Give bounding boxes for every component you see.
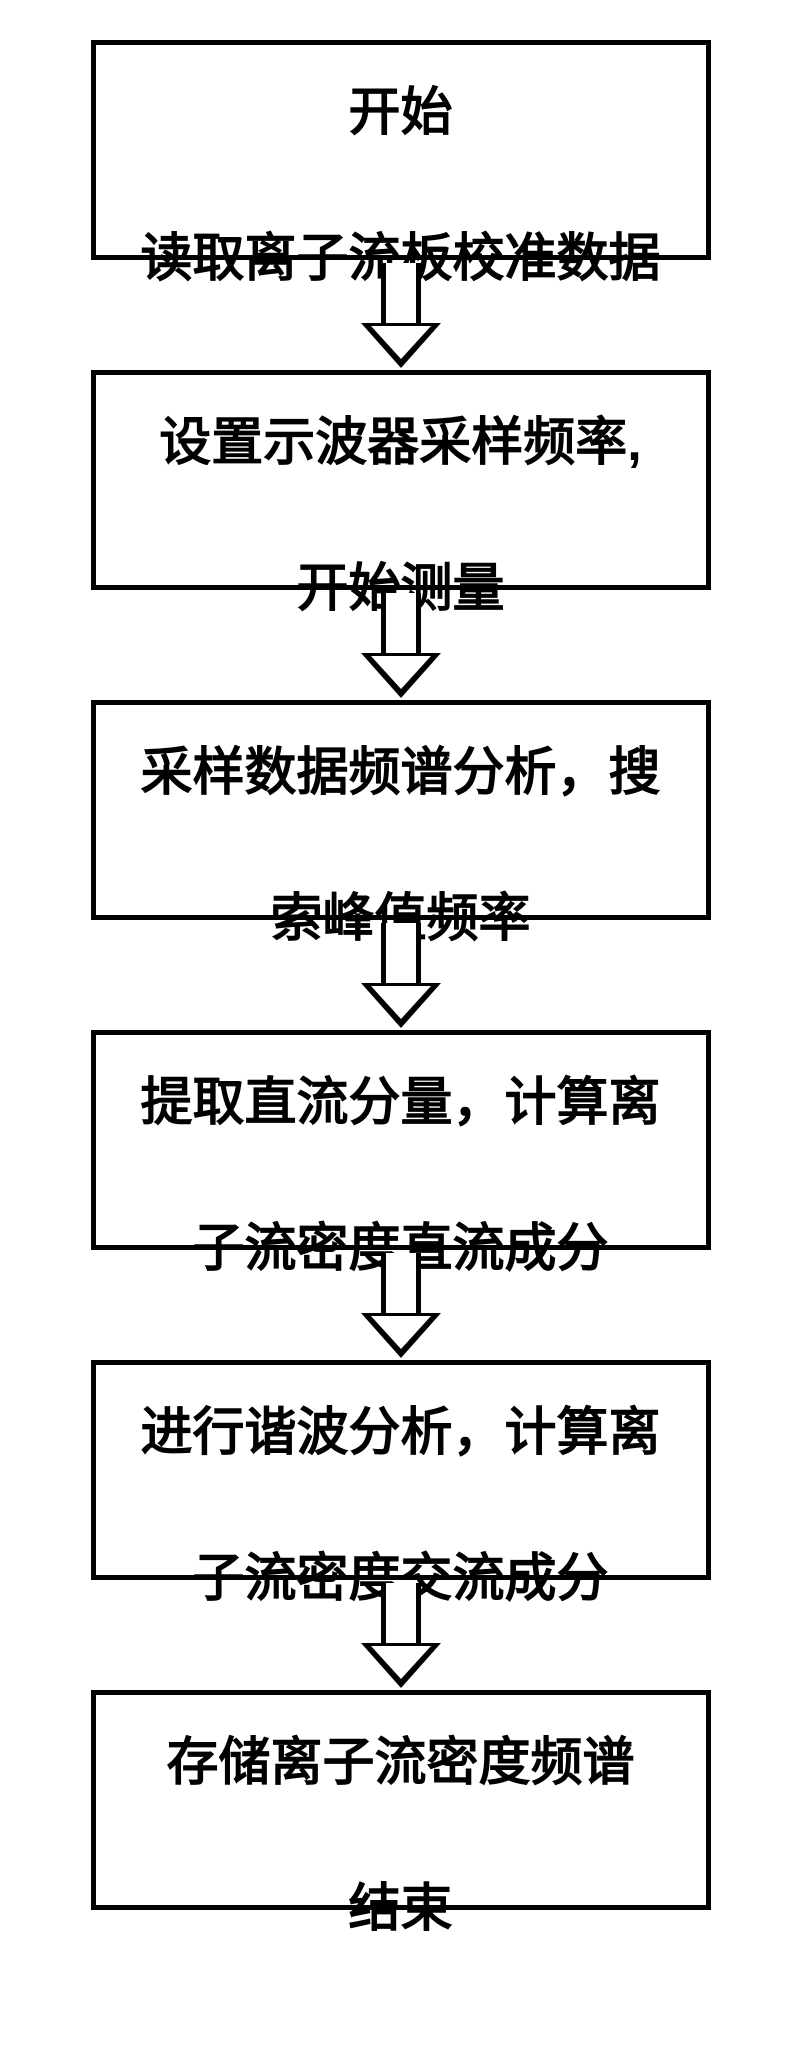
arrow-shaft bbox=[381, 1253, 421, 1313]
node-text: 开始 读取离子流板校准数据 bbox=[140, 4, 660, 295]
arrow-shaft bbox=[381, 923, 421, 983]
flowchart-container: 开始 读取离子流板校准数据 设置示波器采样频率, 开始测量 采样数据频谱分析，搜… bbox=[0, 0, 801, 1910]
node-line1: 设置示波器采样频率, bbox=[159, 414, 641, 472]
arrow-shaft bbox=[381, 263, 421, 323]
flowchart-node-start: 开始 读取离子流板校准数据 bbox=[91, 40, 711, 260]
arrow-head-icon bbox=[361, 323, 441, 368]
arrow-head-icon bbox=[361, 653, 441, 698]
node-text: 存储离子流密度频谱 结束 bbox=[166, 1654, 634, 1945]
flowchart-node-setup: 设置示波器采样频率, 开始测量 bbox=[91, 370, 711, 590]
flowchart-arrow bbox=[361, 590, 441, 700]
flowchart-node-dc: 提取直流分量，计算离 子流密度直流成分 bbox=[91, 1030, 711, 1250]
arrow-shaft bbox=[381, 593, 421, 653]
node-text: 设置示波器采样频率, 开始测量 bbox=[159, 334, 641, 625]
node-text: 进行谐波分析，计算离 子流密度交流成分 bbox=[140, 1324, 660, 1615]
flowchart-arrow bbox=[361, 920, 441, 1030]
arrow-head-icon bbox=[361, 983, 441, 1028]
node-line1: 提取直流分量，计算离 bbox=[140, 1074, 660, 1132]
node-line1: 进行谐波分析，计算离 bbox=[140, 1404, 660, 1462]
flowchart-node-spectrum: 采样数据频谱分析，搜 索峰值频率 bbox=[91, 700, 711, 920]
arrow-head-icon bbox=[361, 1643, 441, 1688]
arrow-head-icon bbox=[361, 1313, 441, 1358]
flowchart-arrow bbox=[361, 1580, 441, 1690]
node-text: 采样数据频谱分析，搜 索峰值频率 bbox=[140, 664, 660, 955]
node-line2: 结束 bbox=[348, 1880, 452, 1938]
node-text: 提取直流分量，计算离 子流密度直流成分 bbox=[140, 994, 660, 1285]
arrow-shaft bbox=[381, 1583, 421, 1643]
flowchart-node-harmonic: 进行谐波分析，计算离 子流密度交流成分 bbox=[91, 1360, 711, 1580]
flowchart-node-end: 存储离子流密度频谱 结束 bbox=[91, 1690, 711, 1910]
node-line1: 存储离子流密度频谱 bbox=[166, 1734, 634, 1792]
node-line1: 开始 bbox=[348, 84, 452, 142]
node-line1: 采样数据频谱分析，搜 bbox=[140, 744, 660, 802]
flowchart-arrow bbox=[361, 260, 441, 370]
flowchart-arrow bbox=[361, 1250, 441, 1360]
